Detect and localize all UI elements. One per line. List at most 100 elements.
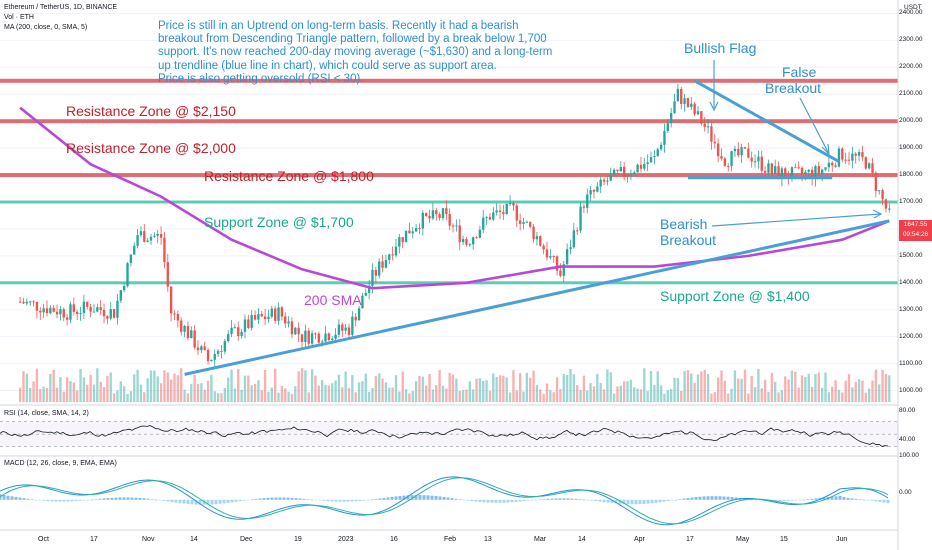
macd-pane [0,476,890,526]
rsi-legend[interactable]: RSI (14, close, SMA, 14, 2) [4,410,89,417]
macd-histogram-bar [38,499,42,501]
price-tick: 1500.00 [899,251,923,259]
macd-histogram-bar [862,499,866,501]
candle-body [428,216,431,219]
candle-body [844,159,847,161]
volume-bar [780,390,784,402]
macd-histogram-bar [78,499,82,501]
candle-body [576,230,579,232]
volume-bars [18,368,891,402]
macd-histogram-bar [110,497,114,500]
macd-histogram-bar [322,499,326,501]
volume-bar [713,392,716,402]
macd-histogram-bar [50,499,54,502]
volume-bar [471,389,475,402]
macd-histogram-bar [74,499,78,502]
macd-histogram-bar [102,498,106,500]
volume-bar [884,373,888,402]
volume-bar [317,385,320,402]
volume-bar [844,380,847,402]
candle-body [760,156,763,171]
macd-histogram-bar [234,499,238,502]
volume-bar [535,384,539,402]
candle-body [307,330,310,344]
symbol-legend[interactable]: Ethereum / TetherUS, 1D, BINANCE [4,4,118,11]
macd-histogram-bar [486,499,490,503]
ma-legend[interactable]: MA (200, close, 0, SMA, 5) [4,24,88,31]
candle-body [29,301,32,303]
macd-histogram-bar [302,498,306,500]
volume-bar [757,369,760,402]
volume-bar [592,386,596,402]
macd-histogram-bar [210,499,214,505]
rsi-tick-80: 80.00 [899,407,916,414]
macd-histogram-bar [282,497,286,500]
candle-body [260,314,263,317]
rsi-line [0,425,889,447]
volume-bar [777,392,780,402]
macd-histogram-bar [822,497,826,500]
volume-bar [616,386,619,402]
macd-histogram-bar [846,497,850,500]
candle-body [508,203,512,205]
macd-histogram-bar [342,499,346,502]
macd-histogram-bar [166,499,170,502]
macd-histogram-bar [562,498,566,500]
volume-bar [62,391,65,402]
volume-bar [213,391,216,402]
volume-legend[interactable]: Vol · ETH [4,14,34,21]
price-tick: 2300.00 [899,36,923,44]
volume-bar [753,387,757,402]
macd-histogram-bar [194,499,198,505]
candle-body [485,217,488,219]
candle-body [492,212,495,220]
volume-bar [857,379,861,402]
volume-bar [874,369,878,402]
volume-bar [606,369,609,402]
volume-bar [86,384,89,402]
macd-legend[interactable]: MACD (12, 26, close, 9, EMA, EMA) [4,460,117,467]
macd-histogram-bar [842,497,846,500]
volume-bar [183,389,186,402]
macd-histogram-bar [718,496,722,500]
volume-bar [508,392,512,402]
candle-body [65,317,69,320]
candle-body [156,234,159,236]
volume-bar [817,372,820,402]
volume-bar [253,383,257,402]
macd-histogram-bar [622,499,626,505]
candle-body [106,316,109,319]
volume-bar [156,376,159,402]
macd-histogram-bar [22,498,26,500]
volume-bar [310,369,314,402]
candle-body [549,256,552,258]
volume-bar [854,381,857,402]
candle-body [529,221,532,227]
macd-histogram-bar [722,496,726,500]
macd-histogram-bar [874,499,878,502]
macd-histogram-bar [662,499,666,502]
macd-histogram-bar [526,499,530,501]
volume-bar [394,375,398,402]
macd-histogram-bar [106,498,110,500]
volume-bar [411,390,414,402]
candle-body [149,236,153,241]
volume-bar [277,392,280,402]
macd-histogram-bar [314,499,318,501]
macd-histogram-bar [870,499,874,501]
volume-bar [448,372,451,402]
candle-body [532,226,535,240]
volume-bar [663,393,666,402]
candle-body [505,203,508,215]
macd-histogram-bar [654,499,658,503]
volume-bar [888,375,891,402]
candle-body [458,225,461,243]
candle-body [374,269,378,276]
candle-body [220,350,223,352]
volume-bar [414,381,418,402]
volume-bar [455,378,458,402]
volume-bar [492,373,495,402]
bearish-breakout-arrow [711,213,881,227]
volume-bar [324,384,327,402]
